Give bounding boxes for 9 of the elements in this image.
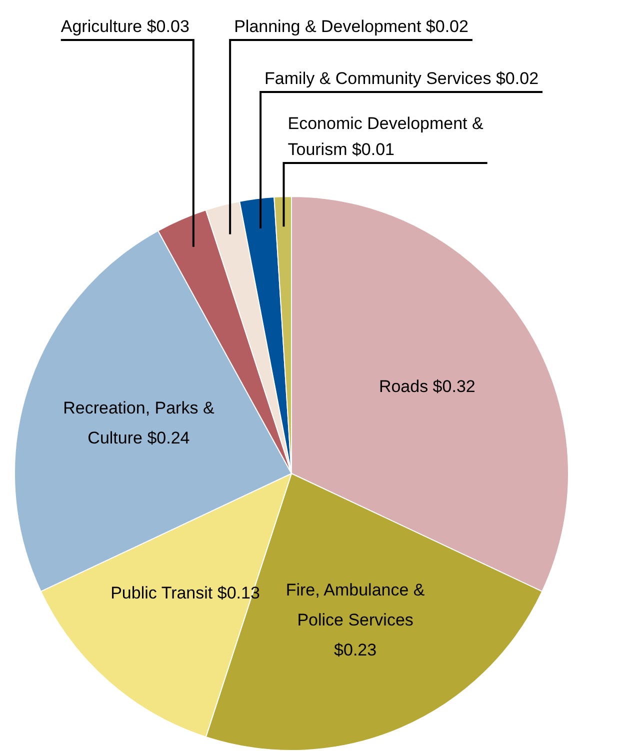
slice-label: Planning & Development $0.02: [234, 17, 468, 36]
slice-label: Fire, Ambulance & Police Services: [286, 580, 426, 630]
slice-label: Economic Development & Tourism $0.01: [288, 114, 484, 159]
slice-label: Roads $0.32: [378, 377, 476, 396]
slice-label: Public Transit $0.13: [110, 584, 260, 603]
slice-label: Family & Community Services $0.02: [264, 69, 539, 88]
data-label: $0.23: [334, 640, 377, 660]
slice-label: Agriculture $0.03: [60, 17, 190, 36]
slice-label: Recreation, Parks & Culture $0.24: [63, 398, 215, 448]
